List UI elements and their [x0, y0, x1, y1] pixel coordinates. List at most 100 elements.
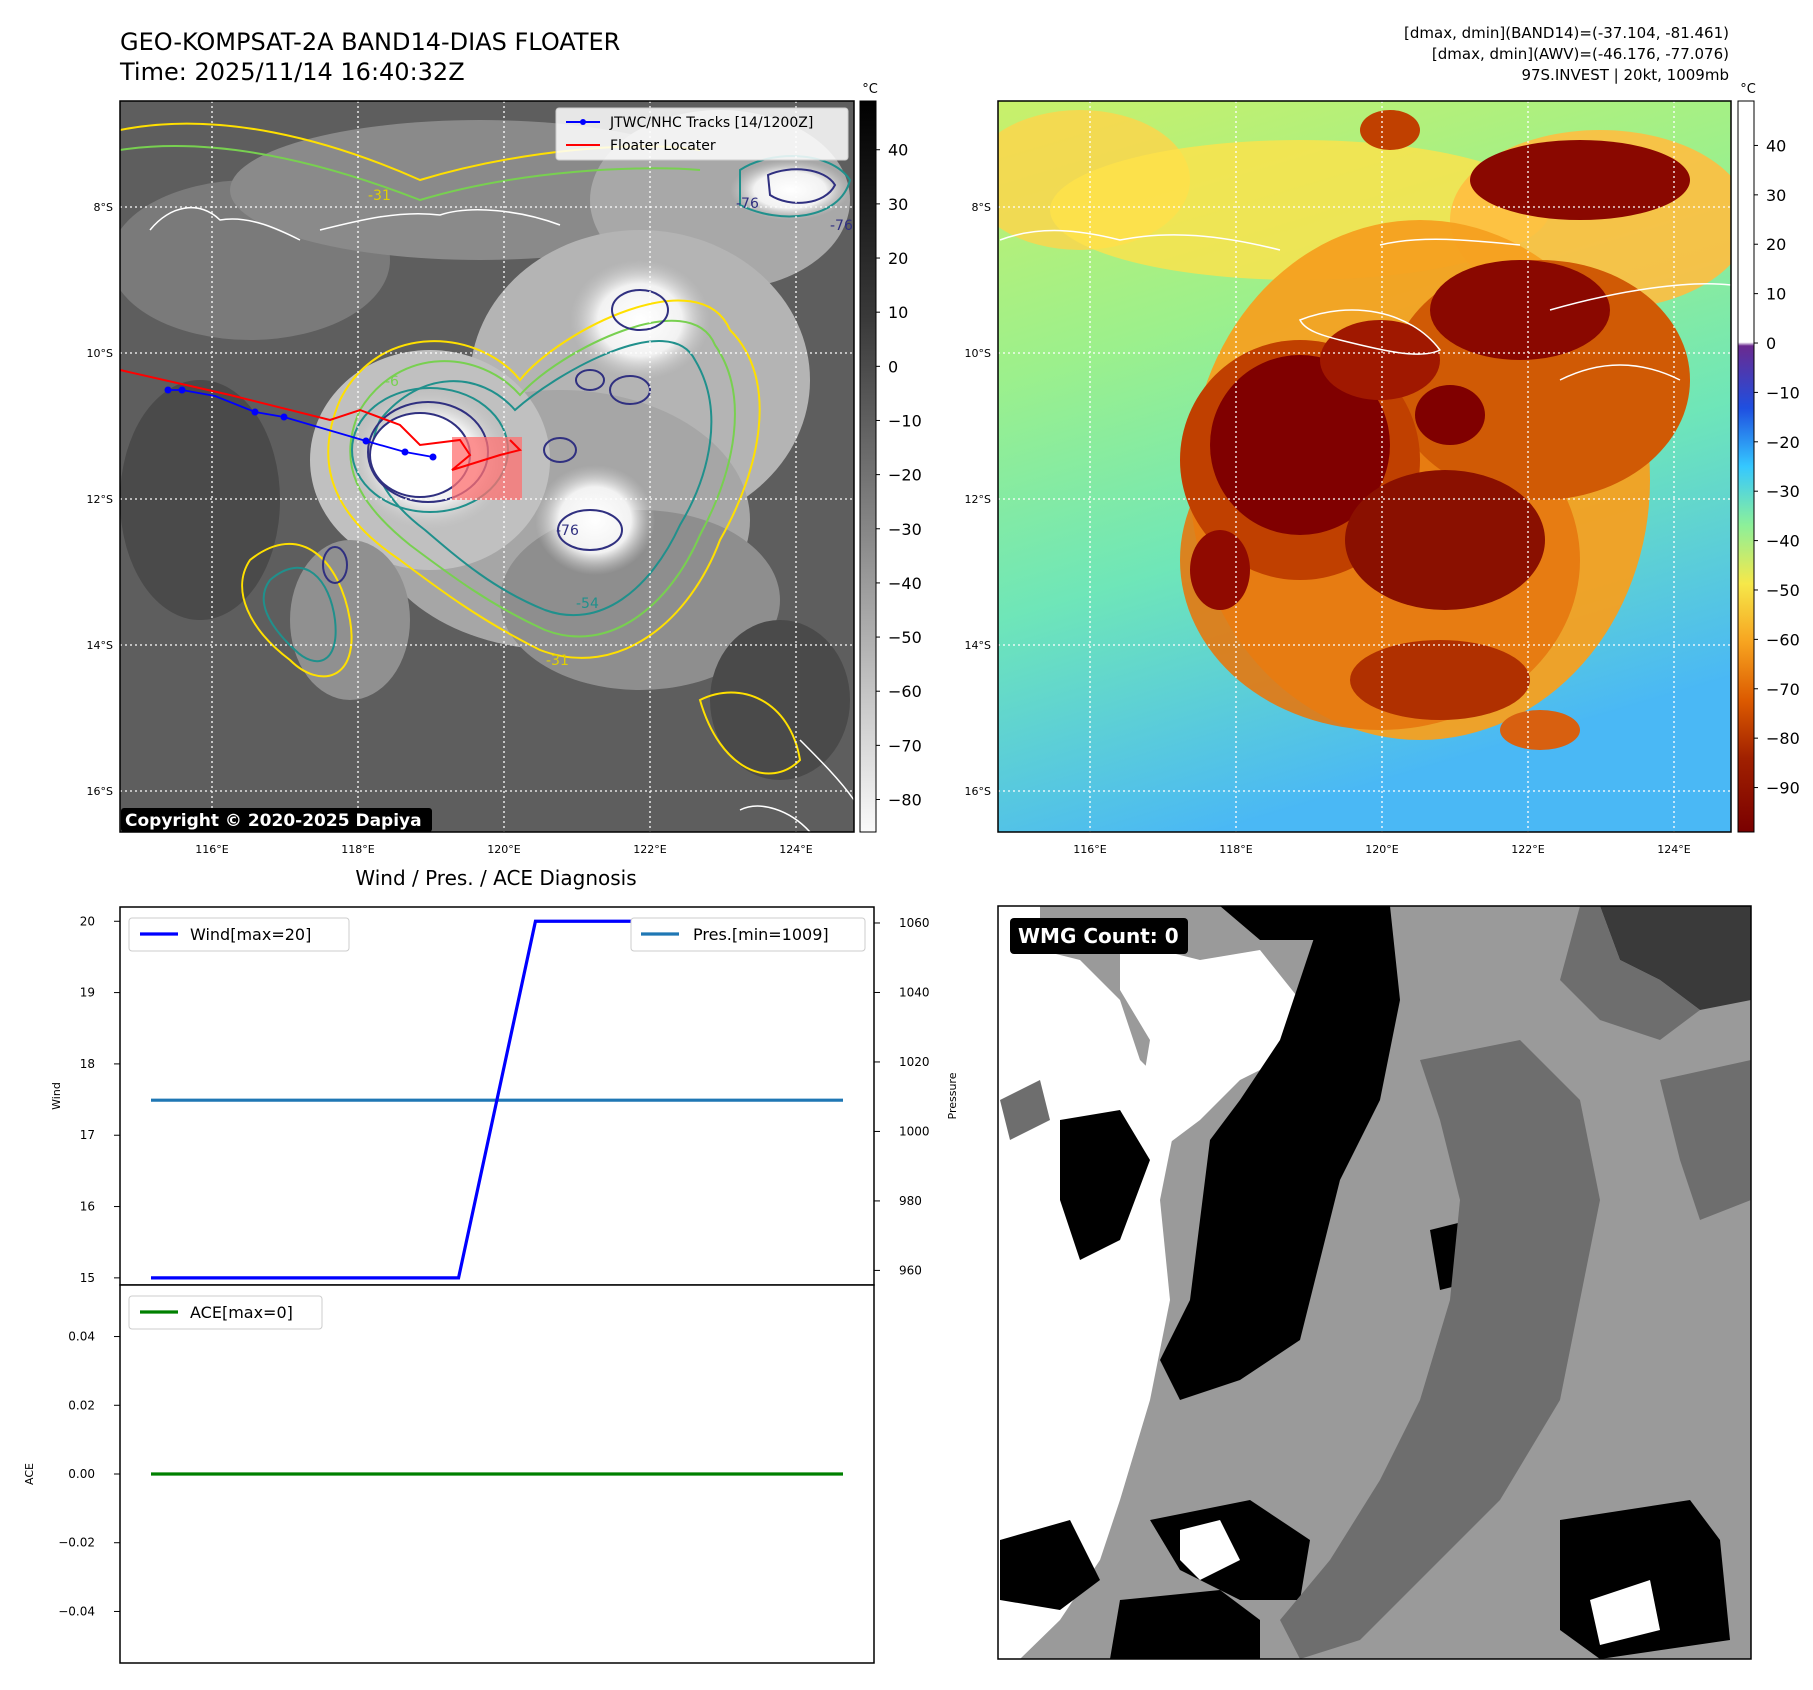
awv-lat-label: 16°S — [965, 785, 991, 798]
wind-tick-label: 17 — [80, 1128, 95, 1142]
contour-label: -76 — [556, 523, 579, 539]
awv-map-panel: 116°E 118°E 120°E 122°E 124°E 8°S 10°S 1… — [965, 100, 1732, 856]
stats-awv: [dmax, dmin](AWV)=(-46.176, -77.076) — [1432, 45, 1729, 63]
colorbar-tick-label: −60 — [888, 682, 922, 701]
wind-tick-label: 16 — [80, 1200, 95, 1214]
copyright-text: Copyright © 2020-2025 Dapiya — [125, 811, 422, 831]
awv-gridlines — [998, 101, 1731, 832]
floater-locator-box — [452, 437, 522, 500]
colorbar-tick-label: −40 — [1766, 532, 1800, 551]
ir-lat-label: 8°S — [94, 201, 113, 214]
colorbar-tick-label: −10 — [1766, 383, 1800, 402]
awv-moisture-field — [998, 101, 1731, 832]
wind-tick-label: 18 — [80, 1057, 95, 1071]
ir-map-frame — [119, 100, 855, 833]
ace-tick-label: 0.00 — [68, 1467, 95, 1481]
colorbar-tick-label: −30 — [1766, 482, 1800, 501]
colorbar-tick-label: 0 — [888, 357, 898, 376]
awv-lon-label: 118°E — [1219, 843, 1252, 856]
contour-label: -76 — [830, 218, 853, 234]
ace-legend-label: ACE[max=0] — [190, 1303, 293, 1322]
awv-lon-label: 116°E — [1073, 843, 1106, 856]
legend-track-label: JTWC/NHC Tracks [14/1200Z] — [609, 115, 813, 131]
ir-map-panel: -31 -76 -76 -76 -54 -31 -6 JTWC/NHC Trac… — [87, 100, 855, 856]
pressure-legend-label: Pres.[min=1009] — [693, 925, 829, 944]
colorbar-tick-label: 20 — [888, 249, 908, 268]
colorbar-tick-label: −10 — [888, 411, 922, 430]
wind-legend: Wind[max=20] — [128, 917, 350, 952]
legend-track-marker — [580, 119, 586, 125]
ace-tick-label: 0.04 — [68, 1330, 95, 1344]
ir-lon-label: 120°E — [487, 843, 520, 856]
ir-colorbar-unit: °C — [862, 82, 878, 97]
colorbar-tick-label: −90 — [1766, 779, 1800, 798]
ir-lon-label: 124°E — [779, 843, 812, 856]
ace-tick-label: 0.02 — [68, 1398, 95, 1412]
colorbar-tick-label: 10 — [888, 303, 908, 322]
ace-legend: ACE[max=0] — [128, 1295, 323, 1330]
ir-legend: JTWC/NHC Tracks [14/1200Z] Floater Locat… — [555, 107, 849, 161]
awv-lon-label: 122°E — [1511, 843, 1544, 856]
stats-band14: [dmax, dmin](BAND14)=(-37.104, -81.461) — [1404, 24, 1729, 42]
ir-lat-label: 16°S — [87, 785, 113, 798]
pressure-tick-label: 1060 — [899, 916, 930, 930]
figure-title: GEO-KOMPSAT-2A BAND14-DIAS FLOATER — [120, 28, 620, 56]
awv-colorbar-unit: °C — [1740, 82, 1756, 97]
ace-tick-label: −0.02 — [58, 1536, 95, 1550]
pressure-tick-label: 1040 — [899, 985, 930, 999]
awv-colorbar-gradient — [1737, 100, 1755, 833]
wind-tick-label: 20 — [80, 914, 95, 928]
wmg-count-badge — [1010, 918, 1188, 954]
pressure-axis-ticks: 960 980 1000 1020 1040 1060 — [874, 916, 930, 1277]
colorbar-tick-label: −70 — [1766, 680, 1800, 699]
colorbar-tick-label: 0 — [1766, 334, 1776, 353]
colorbar-tick-label: −60 — [1766, 630, 1800, 649]
colorbar-tick-label: 40 — [888, 141, 908, 160]
awv-lat-label: 10°S — [965, 347, 991, 360]
colorbar-tick-label: 20 — [1766, 235, 1786, 254]
wind-axis-ticks: 15 16 17 18 19 20 — [80, 914, 120, 1285]
colorbar-tick-label: −80 — [888, 791, 922, 810]
wmg-count-label: WMG Count: 0 — [1018, 924, 1179, 948]
floater-locator-line — [120, 369, 522, 471]
colorbar-tick-label: −80 — [1766, 729, 1800, 748]
pressure-tick-label: 980 — [899, 1194, 922, 1208]
ir-lat-label: 14°S — [87, 639, 113, 652]
awv-lon-label: 120°E — [1365, 843, 1398, 856]
colorbar-tick-label: 30 — [1766, 186, 1786, 205]
colorbar-tick-label: −40 — [888, 574, 922, 593]
wind-tick-label: 19 — [80, 986, 95, 1000]
awv-colorbar: °C 40 30 20 10 0 −10 −20 −30 −40 −50 −60 −70 −80 −90 — [1737, 82, 1800, 833]
contour-label: -54 — [576, 596, 599, 612]
ir-lon-label: 118°E — [341, 843, 374, 856]
colorbar-tick-label: −20 — [888, 466, 922, 485]
pressure-legend: Pres.[min=1009] — [630, 917, 866, 952]
colorbar-tick-label: 30 — [888, 195, 908, 214]
figure-time: Time: 2025/11/14 16:40:32Z — [119, 58, 465, 86]
pressure-tick-label: 1000 — [899, 1124, 930, 1138]
ace-axis-label: ACE — [23, 1463, 36, 1485]
contour-label: -31 — [368, 188, 391, 204]
ir-lon-label: 116°E — [195, 843, 228, 856]
ace-chart: 0.04 0.02 0.00 −0.02 −0.04 ACE ACE[max=0] — [23, 1284, 875, 1664]
wind-pressure-chart: 15 16 17 18 19 20 960 980 1000 1020 1040 1060 Wind… — [50, 906, 959, 1286]
stats-storm: 97S.INVEST | 20kt, 1009mb — [1521, 66, 1729, 84]
colorbar-tick-label: −50 — [1766, 581, 1800, 600]
diagnosis-title: Wind / Pres. / ACE Diagnosis — [355, 866, 636, 890]
contour-label: -31 — [546, 653, 569, 669]
pressure-tick-label: 1020 — [899, 1055, 930, 1069]
ir-colorbar: °C 40 30 20 10 0 −10 −20 −30 −40 −50 −60 −70 −80 — [859, 82, 922, 833]
awv-lat-label: 14°S — [965, 639, 991, 652]
ir-lat-label: 10°S — [87, 347, 113, 360]
jtwc-track-line — [168, 389, 434, 458]
ir-cloud-field: -31 -76 -76 -76 -54 -31 -6 — [120, 101, 854, 832]
copyright-badge — [121, 808, 432, 832]
ir-colorbar-gradient — [859, 100, 877, 833]
legend-locator-label: Floater Locater — [610, 138, 716, 154]
jtwc-track-points — [164, 386, 437, 461]
ace-axis-ticks: 0.04 0.02 0.00 −0.02 −0.04 — [58, 1330, 120, 1618]
wind-axis-label: Wind — [50, 1082, 63, 1110]
contour-label: -76 — [736, 196, 759, 212]
awv-colorbar-ticks: 40 30 20 10 0 −10 −20 −30 −40 −50 −60 −70 −80 −90 — [1754, 136, 1800, 798]
